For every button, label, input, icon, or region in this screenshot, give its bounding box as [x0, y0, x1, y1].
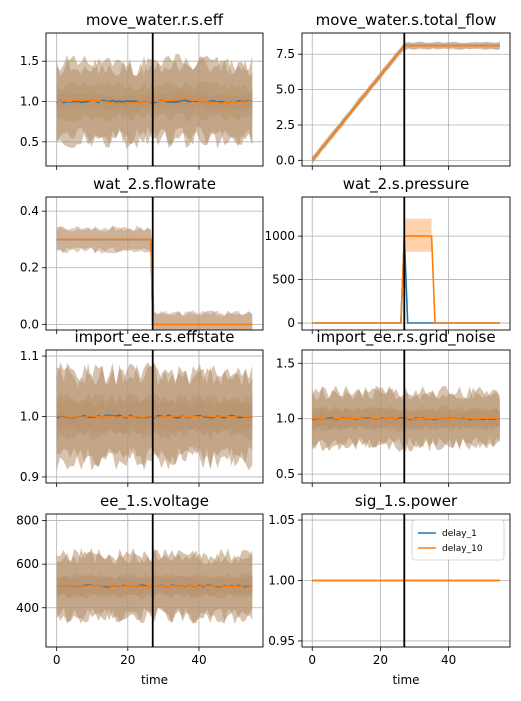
- subplot-title: sig_1.s.power: [355, 492, 458, 511]
- legend: delay_1 delay_10: [411, 519, 505, 561]
- x-tick-label-2: 40: [191, 653, 206, 667]
- axes-frame: [45, 513, 264, 648]
- line-series-2: [56, 584, 253, 588]
- y-tick-label-1: 600: [16, 557, 39, 571]
- y-tick-label-0: 400: [16, 601, 39, 615]
- line-series-2: [56, 238, 253, 326]
- x-axis-label: time: [141, 673, 168, 687]
- subplot-3: 0.0 0.2 0.4 wat_2.s.flowrate: [20, 175, 264, 334]
- y-tick-label-1: 1.0: [276, 412, 295, 426]
- line-series-1: [311, 44, 500, 161]
- legend-label-2: delay_10: [442, 544, 483, 554]
- y-tick-label-0: 0.9: [20, 470, 39, 484]
- subplot-title: ee_1.s.voltage: [100, 492, 209, 511]
- y-tick-label-1: 500: [272, 273, 295, 287]
- subplot-title: import_ee.r.s.grid_noise: [316, 328, 495, 347]
- line-series-2: [312, 235, 500, 324]
- subplot-title: move_water.s.total_flow: [316, 11, 497, 30]
- band-band-series-1: [56, 225, 253, 330]
- y-tick-label-0: 0: [287, 316, 295, 330]
- line-series-1: [56, 99, 253, 104]
- subplot-4: 0 500 1000 wat_2.s.pressure: [264, 175, 511, 334]
- plot-area: [56, 225, 253, 330]
- x-tick-label-2: 40: [441, 653, 456, 667]
- band-band-series-1: [312, 41, 500, 164]
- plot-area: [56, 547, 253, 624]
- subplot-6: 0.5 1.0 1.5 import_ee.r.s.grid_noise: [276, 328, 511, 487]
- y-tick-label-1: 2.5: [276, 118, 295, 132]
- axes-frame: [45, 196, 264, 331]
- y-tick-label-3: 7.5: [276, 47, 295, 61]
- axes-frame: [301, 349, 511, 484]
- subplot-5: 0.9 1.0 1.1 import_ee.r.s.effstate: [20, 328, 264, 487]
- y-tick-label-2: 800: [16, 514, 39, 528]
- y-tick-label-0: 0.0: [276, 153, 295, 167]
- y-tick-label-2: 1.05: [268, 513, 295, 527]
- y-tick-label-0: 0.5: [20, 135, 39, 149]
- y-tick-label-1: 1.0: [20, 410, 39, 424]
- subplot-title: move_water.r.s.eff: [86, 11, 224, 30]
- y-tick-label-0: 0.5: [276, 467, 295, 481]
- y-tick-label-0: 0.95: [268, 634, 295, 648]
- subplot-1: 0.5 1.0 1.5 move_water.r.s.eff: [20, 11, 264, 170]
- subplot-title: import_ee.r.s.effstate: [75, 328, 235, 347]
- plot-area: [56, 362, 253, 471]
- plot-area: [56, 53, 253, 149]
- plot-area: [312, 385, 501, 452]
- x-tick-label-0: 0: [308, 653, 316, 667]
- line-series-1: [56, 238, 253, 326]
- y-tick-label-2: 0.4: [20, 204, 39, 218]
- subplot-2: 0.0 2.5 5.0 7.5 move_water.s.total_flow: [276, 11, 511, 170]
- legend-label-1: delay_1: [442, 529, 477, 539]
- line-series-2: [312, 417, 501, 421]
- axes-frame: [301, 196, 511, 331]
- y-tick-label-2: 1.5: [276, 356, 295, 370]
- axes-frame: [45, 32, 264, 167]
- x-axis-label: time: [392, 673, 419, 687]
- x-tick-label-1: 20: [120, 653, 135, 667]
- y-tick-label-2: 5.0: [276, 83, 295, 97]
- subplot-title: wat_2.s.pressure: [343, 175, 470, 194]
- y-tick-label-2: 1000: [264, 229, 295, 243]
- band-series-2: [404, 218, 432, 252]
- axes-frame: [301, 32, 511, 167]
- x-tick-label-1: 20: [373, 653, 388, 667]
- plot-area: [311, 41, 500, 164]
- y-tick-label-1: 1.0: [20, 95, 39, 109]
- band-band-series-2: [312, 41, 500, 164]
- y-tick-label-0: 0.0: [20, 317, 39, 331]
- line-series-2: [56, 414, 253, 419]
- y-tick-label-1: 1.00: [268, 574, 295, 588]
- line-series-2: [56, 97, 253, 105]
- subplot-title: wat_2.s.flowrate: [93, 175, 216, 194]
- y-tick-label-2: 1.1: [20, 349, 39, 363]
- y-tick-label-2: 1.5: [20, 54, 39, 68]
- x-tick-label-0: 0: [53, 653, 61, 667]
- band-band-series-2: [56, 225, 253, 330]
- legend-box: [411, 519, 505, 561]
- y-tick-label-1: 0.2: [20, 261, 39, 275]
- plot-area: [312, 218, 500, 324]
- line-series-2: [311, 44, 500, 161]
